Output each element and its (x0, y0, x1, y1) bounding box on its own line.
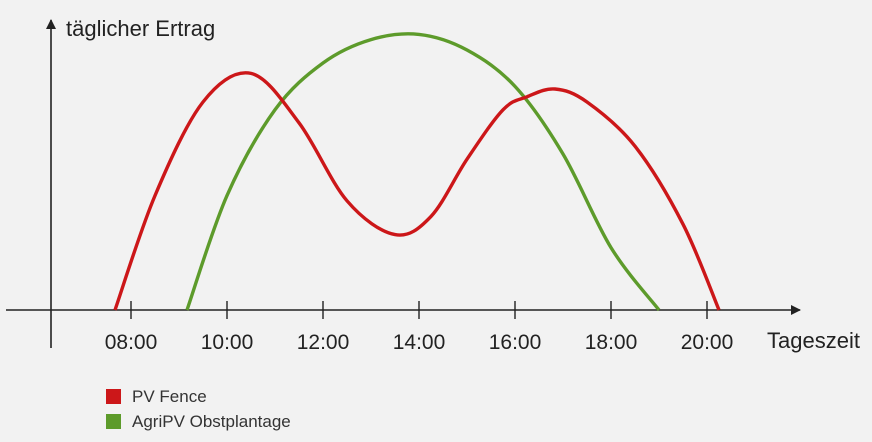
legend-swatch-pv-fence (106, 389, 121, 404)
legend-label-pv-fence: PV Fence (132, 386, 207, 406)
x-tick-label-0: 08:00 (105, 331, 158, 354)
legend-label-agripv: AgriPV Obstplantage (132, 411, 291, 431)
x-axis-label: Tageszeit (767, 328, 860, 353)
x-tick-label-1: 10:00 (201, 331, 254, 354)
x-tick-label-4: 16:00 (489, 331, 542, 354)
x-tick-label-3: 14:00 (393, 331, 446, 354)
legend-item-agripv: AgriPV Obstplantage (106, 409, 291, 434)
y-axis-label: täglicher Ertrag (66, 16, 215, 41)
series-agripv-obstplantage (185, 32, 661, 312)
legend: PV Fence AgriPV Obstplantage (106, 384, 291, 434)
x-tick-label-6: 20:00 (681, 331, 734, 354)
legend-swatch-agripv (106, 414, 121, 429)
x-tick-label-5: 18:00 (585, 331, 638, 354)
x-tick-label-2: 12:00 (297, 331, 350, 354)
legend-item-pv-fence: PV Fence (106, 384, 291, 409)
series-pv-fence (113, 71, 721, 311)
